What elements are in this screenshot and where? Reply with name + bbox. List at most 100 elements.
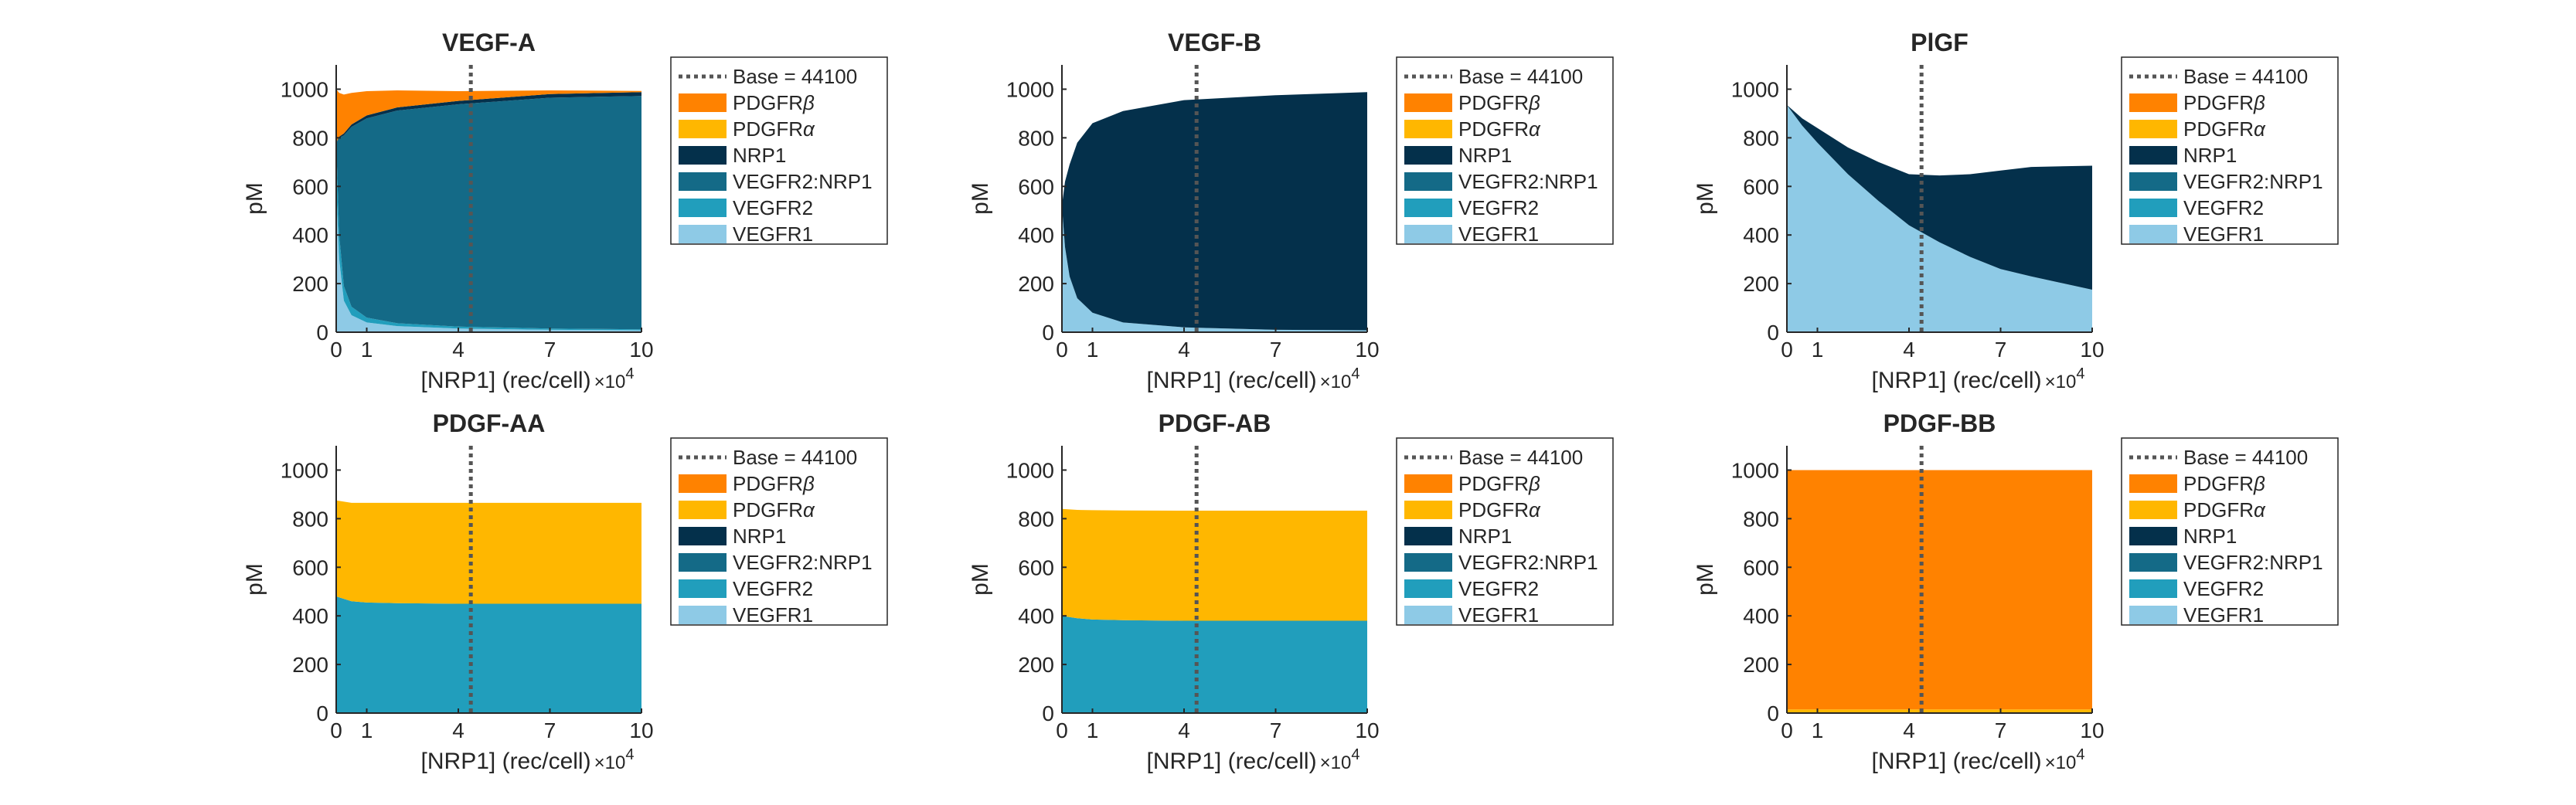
x-axis-label-text: [NRP1] (rec/cell) bbox=[1872, 749, 2042, 774]
y-tick-label: 600 bbox=[292, 555, 328, 579]
x-tick-label: 1 bbox=[1087, 718, 1099, 742]
y-tick-label: 200 bbox=[1018, 272, 1054, 296]
legend-label-vegfr2nrp1: VEGFR2:NRP1 bbox=[1458, 551, 1598, 574]
y-axis-label: pM bbox=[968, 182, 993, 215]
x-tick-label: 7 bbox=[1995, 338, 2007, 362]
legend-label-pdgfrb: PDGFRβ bbox=[733, 472, 815, 495]
legend-label-nrp1: NRP1 bbox=[1458, 525, 1512, 548]
y-tick-label: 200 bbox=[1018, 653, 1054, 677]
legend-label-vegfr2nrp1: VEGFR2:NRP1 bbox=[733, 551, 873, 574]
legend: Base = 44100 PDGFRβ PDGFRα NRP1 VEGFR2:NRP1 V… bbox=[670, 437, 888, 627]
x-axis-label-text: [NRP1] (rec/cell) bbox=[1147, 368, 1317, 393]
area-vegfr2 bbox=[336, 596, 641, 713]
legend-label-nrp1: NRP1 bbox=[733, 144, 786, 167]
x-tick-label: 10 bbox=[2080, 338, 2104, 362]
x-axis-label-text: [NRP1] (rec/cell) bbox=[421, 368, 591, 393]
legend-swatch-pdgfrb bbox=[2129, 93, 2177, 112]
legend-base-label: Base = 44100 bbox=[733, 65, 857, 88]
panel-title: VEGF-A bbox=[442, 29, 536, 56]
y-axis-label: pM bbox=[1693, 563, 1718, 596]
legend-label-pdgfrb: PDGFRβ bbox=[1458, 472, 1540, 495]
legend-label-pdgfra: PDGFRα bbox=[2183, 117, 2266, 141]
legend: Base = 44100 PDGFRβ PDGFRα NRP1 VEGFR2:NRP1 V… bbox=[1396, 437, 1614, 627]
x-tick-label: 10 bbox=[629, 338, 653, 362]
legend-label-vegfr2: VEGFR2 bbox=[2183, 196, 2264, 219]
y-axis-label: pM bbox=[1693, 182, 1718, 215]
x-tick-label: 7 bbox=[1270, 718, 1282, 742]
y-tick-label: 400 bbox=[1743, 604, 1779, 628]
legend-base-label: Base = 44100 bbox=[733, 446, 857, 469]
legend-swatch-vegfr2nrp1 bbox=[2129, 553, 2177, 572]
legend-label-nrp1: NRP1 bbox=[2183, 525, 2237, 548]
legend-swatch-pdgfrb bbox=[1404, 93, 1452, 112]
y-tick-label: 400 bbox=[292, 604, 328, 628]
legend-swatch-pdgfra bbox=[679, 501, 727, 519]
x-tick-label: 4 bbox=[452, 718, 464, 742]
legend-label-vegfr2: VEGFR2 bbox=[1458, 577, 1539, 600]
panel-title: PlGF bbox=[1911, 29, 1969, 56]
legend-base-label: Base = 44100 bbox=[2183, 446, 2308, 469]
y-tick-label: 800 bbox=[1743, 507, 1779, 531]
legend-swatch-pdgfra bbox=[679, 120, 727, 138]
x-tick-label: 0 bbox=[1781, 338, 1793, 362]
legend-swatch-vegfr1 bbox=[2129, 225, 2177, 243]
legend-swatch-vegfr2nrp1 bbox=[679, 172, 727, 191]
legend-swatch-vegfr1 bbox=[2129, 606, 2177, 624]
area-pdgfr- bbox=[336, 500, 641, 604]
x-multiplier: ×10 bbox=[594, 372, 626, 392]
x-multiplier: ×10 bbox=[1320, 372, 1352, 392]
x-axis-label: [NRP1] (rec/cell) ×104 bbox=[421, 365, 635, 393]
x-axis-label: [NRP1] (rec/cell) ×104 bbox=[1147, 746, 1360, 774]
y-tick-label: 800 bbox=[1018, 507, 1054, 531]
area-vegfr2-nrp1 bbox=[336, 96, 641, 330]
legend-swatch-nrp1 bbox=[679, 146, 727, 165]
y-tick-label: 1000 bbox=[1006, 458, 1054, 482]
x-multiplier: ×10 bbox=[1320, 752, 1352, 773]
y-tick-label: 400 bbox=[292, 223, 328, 247]
x-tick-label: 4 bbox=[1903, 718, 1915, 742]
x-tick-label: 10 bbox=[2080, 718, 2104, 742]
x-multiplier: ×10 bbox=[594, 752, 626, 773]
panel-title: PDGF-AB bbox=[1159, 409, 1271, 437]
legend: Base = 44100 PDGFRβ PDGFRα NRP1 VEGFR2:NRP1 V… bbox=[2121, 56, 2339, 246]
x-tick-label: 1 bbox=[1812, 718, 1824, 742]
legend-swatch-nrp1 bbox=[1404, 527, 1452, 545]
y-axis-label: pM bbox=[242, 182, 267, 215]
x-axis-label: [NRP1] (rec/cell) ×104 bbox=[421, 746, 635, 774]
legend-label-pdgfra: PDGFRα bbox=[733, 498, 815, 521]
area-vegfr1 bbox=[1787, 104, 2092, 332]
legend-swatch-vegfr2nrp1 bbox=[1404, 172, 1452, 191]
legend-swatch-pdgfrb bbox=[679, 93, 727, 112]
x-tick-label: 4 bbox=[1903, 338, 1915, 362]
y-tick-label: 600 bbox=[1743, 175, 1779, 199]
legend-swatch-vegfr2nrp1 bbox=[2129, 172, 2177, 191]
legend-swatch-pdgfra bbox=[1404, 120, 1452, 138]
legend-label-vegfr2nrp1: VEGFR2:NRP1 bbox=[1458, 170, 1598, 193]
y-tick-label: 1000 bbox=[1006, 77, 1054, 101]
legend-swatch-nrp1 bbox=[2129, 146, 2177, 165]
y-tick-label: 1000 bbox=[281, 458, 328, 482]
x-tick-label: 7 bbox=[544, 718, 556, 742]
x-tick-label: 1 bbox=[361, 338, 373, 362]
x-axis-label-text: [NRP1] (rec/cell) bbox=[1872, 368, 2042, 393]
y-tick-label: 600 bbox=[1018, 175, 1054, 199]
legend-swatch-pdgfrb bbox=[679, 474, 727, 493]
y-tick-label: 600 bbox=[1018, 555, 1054, 579]
legend-swatch-vegfr2 bbox=[2129, 199, 2177, 217]
x-axis-label: [NRP1] (rec/cell) ×104 bbox=[1872, 746, 2085, 774]
area-pdgfr- bbox=[1787, 709, 2092, 713]
legend-swatch-pdgfra bbox=[2129, 120, 2177, 138]
area-pdgfr- bbox=[336, 89, 641, 143]
x-tick-label: 7 bbox=[1995, 718, 2007, 742]
x-axis-label-text: [NRP1] (rec/cell) bbox=[1147, 749, 1317, 774]
y-tick-label: 200 bbox=[1743, 653, 1779, 677]
legend-swatch-vegfr1 bbox=[1404, 225, 1452, 243]
legend-base-label: Base = 44100 bbox=[2183, 65, 2308, 88]
legend-base-label: Base = 44100 bbox=[1458, 65, 1583, 88]
y-tick-label: 800 bbox=[1743, 126, 1779, 150]
legend-swatch-nrp1 bbox=[1404, 146, 1452, 165]
legend-swatch-vegfr2 bbox=[679, 579, 727, 598]
